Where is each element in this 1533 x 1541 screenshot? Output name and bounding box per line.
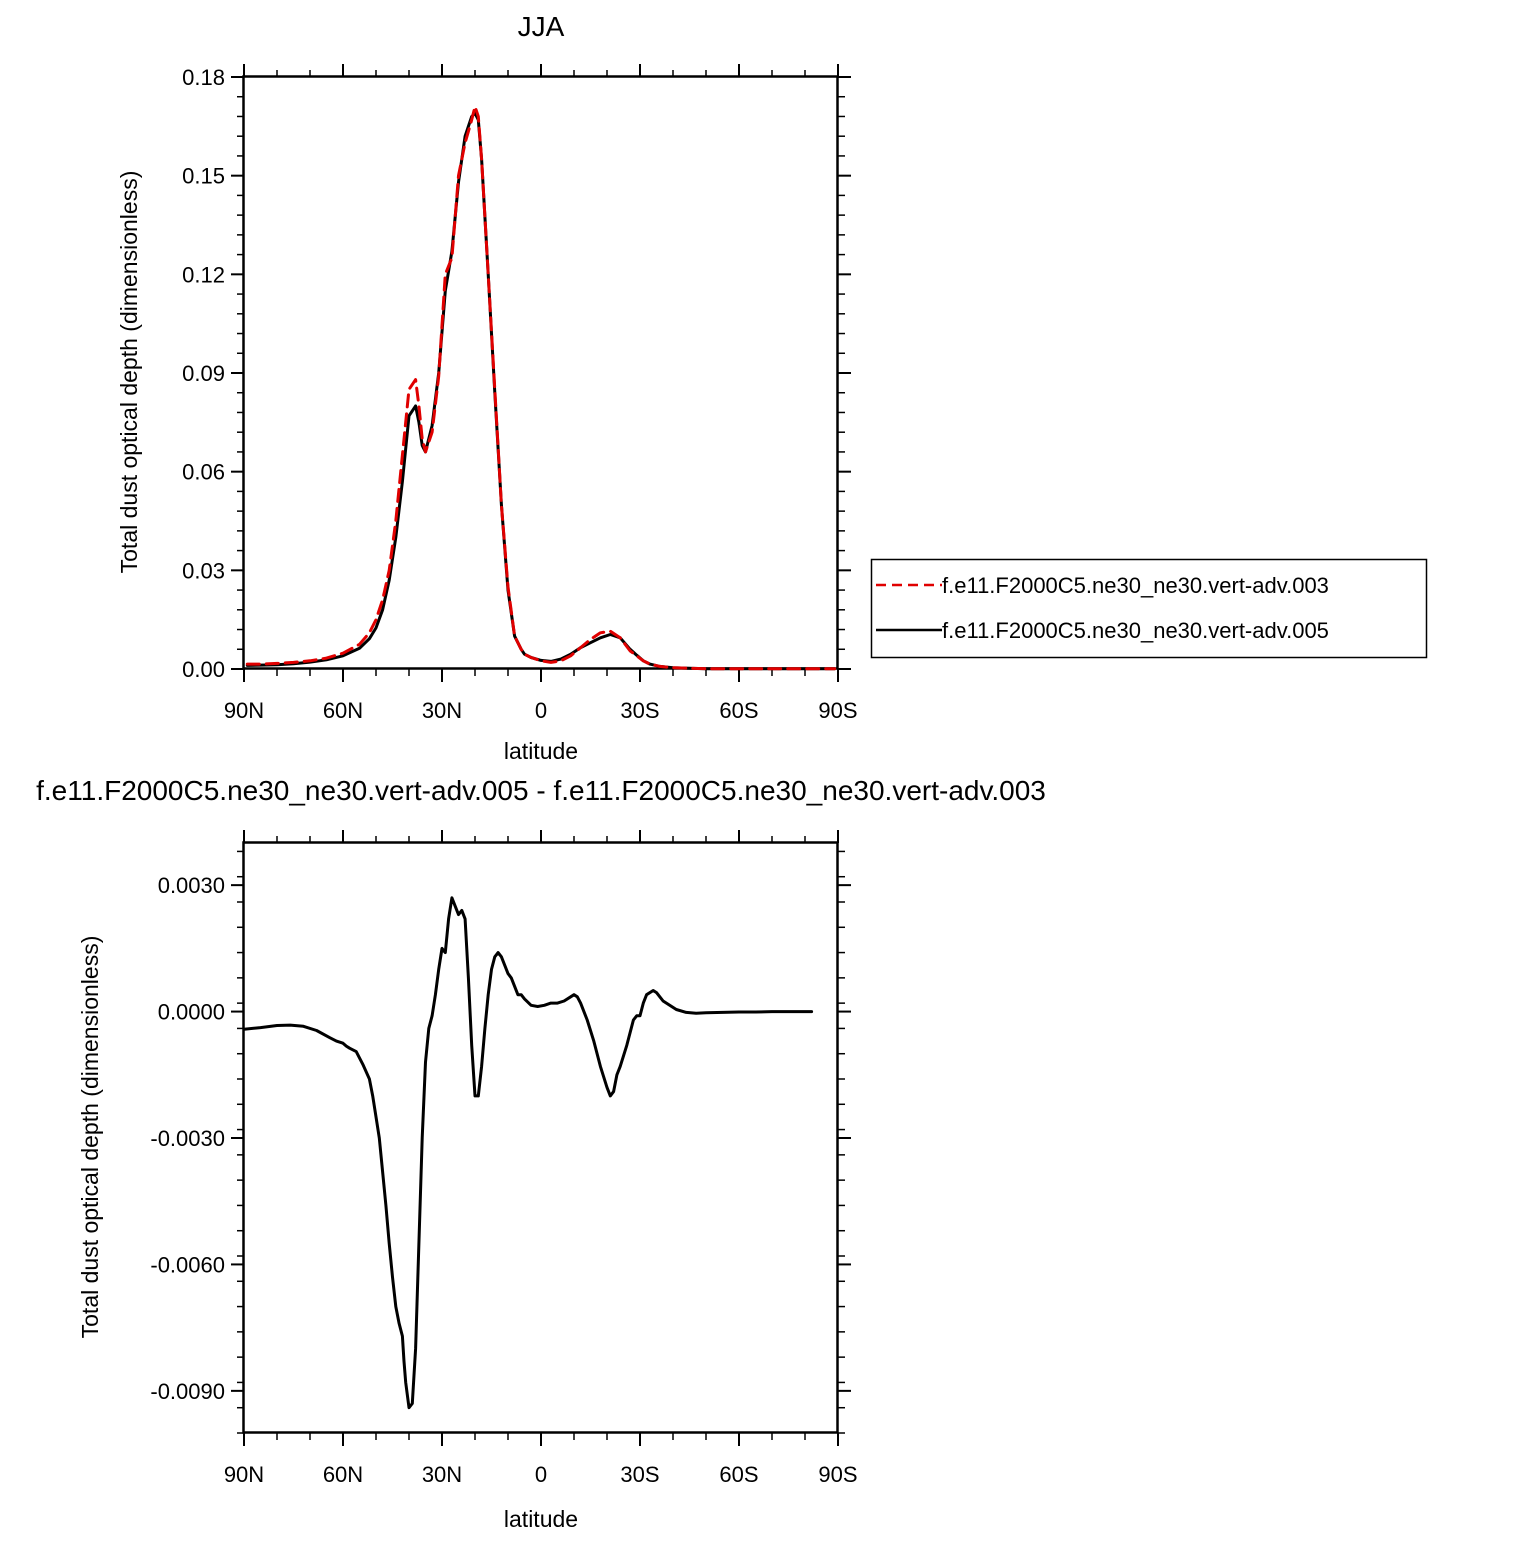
top-chart-title: JJA (518, 11, 565, 42)
top-plot-frame (242, 75, 839, 670)
bottom-ytick-label: 0.0030 (158, 873, 225, 898)
top-xtick-label: 0 (535, 698, 547, 723)
top-ytick-label: 0.03 (182, 558, 225, 583)
bottom-xtick-label: 90S (818, 1462, 857, 1487)
legend-label-run-005: f.e11.F2000C5.ne30_ne30.vert-adv.005 (942, 618, 1329, 643)
top-ytick-label: 0.09 (182, 361, 225, 386)
bottom-ytick-label: -0.0060 (150, 1252, 225, 1277)
top-ytick-label: 0.18 (182, 65, 225, 90)
top-series-group (245, 105, 837, 671)
top-ytick-label: 0.00 (182, 657, 225, 682)
bottom-ytick-label: -0.0030 (150, 1126, 225, 1151)
bottom-ytick-label: -0.0090 (150, 1379, 225, 1404)
top-xtick-label: 90S (818, 698, 857, 723)
bottom-x-axis-label: latitude (504, 1506, 578, 1532)
legend-box (870, 558, 1428, 659)
bottom-series-line-0 (242, 896, 814, 1410)
bottom-series-group (242, 896, 814, 1410)
top-x-axis-label: latitude (504, 738, 578, 764)
top-xtick-label: 60S (719, 698, 758, 723)
bottom-xtick-label: 30N (422, 1462, 462, 1487)
top-ytick-label: 0.15 (182, 164, 225, 189)
top-chart: JJA 90N 60N 30N 0 30S 60S 90S 0.00 0.03 0.06 0.09 0… (116, 11, 1428, 764)
legend: f.e11.F2000C5.ne30_ne30.vert-adv.003 f.e… (870, 558, 1428, 659)
top-xtick-label: 30N (422, 698, 462, 723)
top-series-line-0 (245, 105, 837, 671)
top-xtick-label: 30S (620, 698, 659, 723)
top-xtick-label: 90N (224, 698, 264, 723)
top-xtick-label: 60N (323, 698, 363, 723)
top-ytick-label: 0.06 (182, 460, 225, 485)
bottom-xtick-label: 0 (535, 1462, 547, 1487)
top-y-axis-label: Total dust optical depth (dimensionless) (116, 171, 142, 574)
bottom-xtick-label: 30S (620, 1462, 659, 1487)
top-series-line-1 (245, 111, 837, 671)
bottom-xtick-label: 60S (719, 1462, 758, 1487)
top-ytick-label: 0.12 (182, 262, 225, 287)
bottom-xtick-label: 60N (323, 1462, 363, 1487)
bottom-plot-frame (242, 841, 839, 1434)
bottom-axis-ticks: 90N 60N 30N 0 30S 60S 90S -0.0090 -0.0060 -0.0030… (150, 830, 858, 1487)
legend-label-run-003: f.e11.F2000C5.ne30_ne30.vert-adv.003 (942, 573, 1329, 598)
bottom-xtick-label: 90N (224, 1462, 264, 1487)
top-axis-ticks: 90N 60N 30N 0 30S 60S 90S 0.00 0.03 0.06 0.09 0.12 0… (182, 64, 858, 723)
bottom-chart-title: f.e11.F2000C5.ne30_ne30.vert-adv.005 - f… (36, 775, 1046, 806)
bottom-y-axis-label: Total dust optical depth (dimensionless) (77, 936, 103, 1339)
bottom-chart: f.e11.F2000C5.ne30_ne30.vert-adv.005 - f… (36, 775, 1046, 1532)
bottom-ytick-label: 0.0000 (158, 1000, 225, 1025)
